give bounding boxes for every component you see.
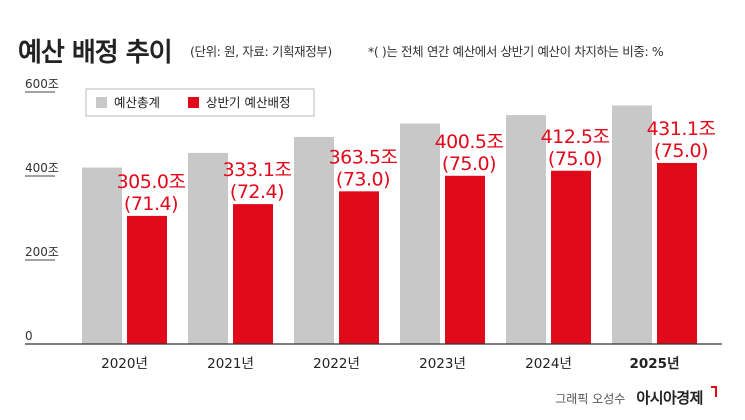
first-half-bar bbox=[233, 204, 273, 344]
value-label: 363.5조 bbox=[329, 146, 398, 168]
value-label: 400.5조 bbox=[435, 131, 504, 153]
x-tick-label: 2025년 bbox=[630, 356, 680, 372]
y-tick-label: 400조 bbox=[25, 161, 59, 175]
unit-note: (단위: 원, 자료: 기획재정부) bbox=[190, 44, 332, 59]
legend-swatch-total bbox=[96, 97, 107, 108]
legend-box bbox=[85, 88, 315, 117]
value-label: 305.0조 bbox=[117, 171, 186, 193]
credit-author: 그래픽 오성수 bbox=[555, 392, 626, 406]
share-label: (75.0) bbox=[654, 140, 708, 162]
chart-title: 예산 배정 추이 bbox=[18, 38, 173, 68]
total-bar bbox=[82, 167, 122, 344]
total-bar bbox=[612, 105, 652, 344]
legend-label-first-half: 상반기 예산배정 bbox=[206, 95, 290, 110]
share-label: (72.4) bbox=[230, 181, 284, 203]
brand-mark-icon bbox=[711, 386, 717, 397]
first-half-bar bbox=[127, 215, 167, 344]
total-bar bbox=[294, 136, 334, 344]
share-label: (73.0) bbox=[336, 168, 390, 190]
x-tick-label: 2024년 bbox=[525, 356, 572, 372]
x-tick-label: 2023년 bbox=[419, 356, 466, 372]
first-half-bar bbox=[339, 191, 379, 344]
total-bar bbox=[400, 123, 440, 344]
first-half-bar bbox=[445, 175, 485, 344]
share-label: (75.0) bbox=[548, 148, 602, 170]
y-tick-label: 0 bbox=[25, 329, 33, 343]
share-label: (75.0) bbox=[442, 153, 496, 175]
value-label: 412.5조 bbox=[541, 126, 610, 148]
share-label: (71.4) bbox=[124, 193, 178, 215]
total-bar bbox=[506, 115, 546, 344]
legend-swatch-first-half bbox=[188, 97, 199, 108]
first-half-bar bbox=[657, 162, 697, 344]
value-label: 333.1조 bbox=[223, 159, 292, 181]
total-bar bbox=[188, 152, 228, 344]
y-tick-label: 600조 bbox=[25, 77, 59, 91]
credit-brand: 아시아경제 bbox=[636, 389, 703, 407]
credit: 그래픽 오성수 아시아경제 bbox=[555, 386, 717, 408]
x-tick-label: 2020년 bbox=[101, 356, 148, 372]
first-half-bar bbox=[551, 170, 591, 344]
x-tick-label: 2022년 bbox=[313, 356, 360, 372]
x-tick-label: 2021년 bbox=[207, 356, 254, 372]
footnote: *( )는 전체 연간 예산에서 상반기 예산이 차지하는 비중: % bbox=[368, 44, 664, 59]
value-label: 431.1조 bbox=[647, 118, 716, 140]
legend-label-total: 예산총계 bbox=[114, 95, 160, 110]
y-tick-label: 200조 bbox=[25, 245, 59, 259]
